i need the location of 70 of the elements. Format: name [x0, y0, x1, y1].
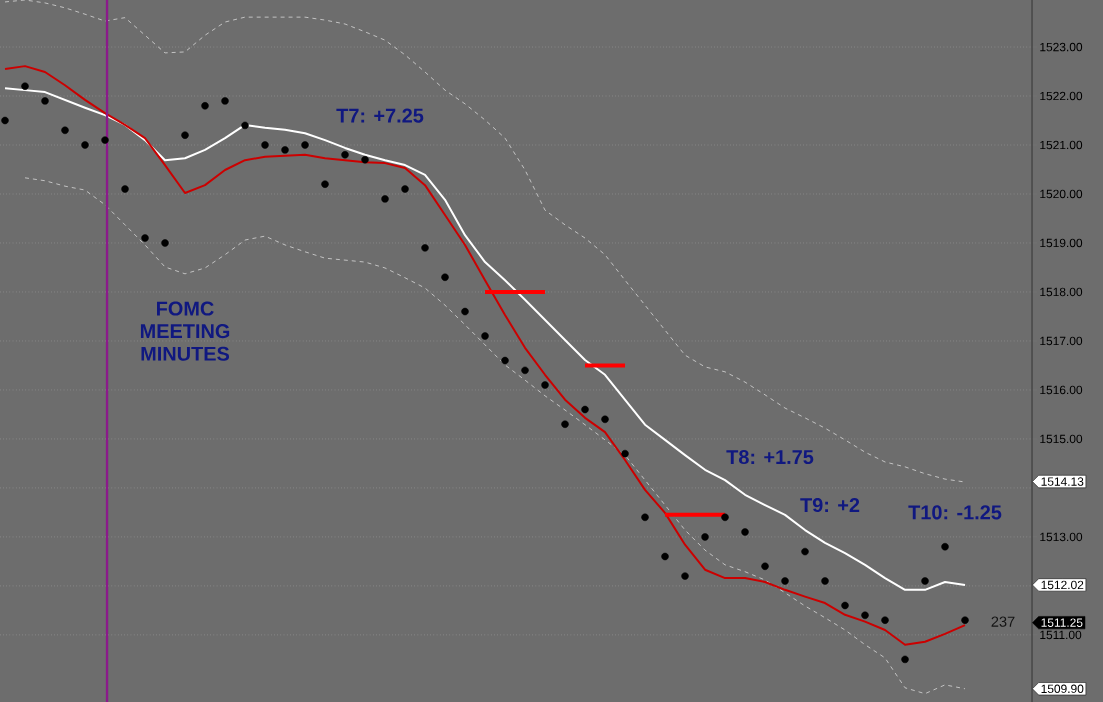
point [841, 601, 849, 610]
text: 1509.90 [1041, 684, 1084, 694]
text: 237 [991, 616, 1015, 627]
point [401, 185, 409, 193]
point [741, 528, 749, 536]
point [201, 102, 209, 110]
y-tick-label: 1518.00 [1040, 287, 1083, 297]
point [381, 195, 389, 203]
annotation: T8: +1.75 [726, 450, 814, 465]
text: 1511.25 [1041, 618, 1083, 627]
point [141, 234, 149, 242]
annotation: T10: -1.25 [908, 505, 1002, 520]
point [441, 273, 449, 281]
point [341, 151, 349, 159]
y-tick-label: 1515.00 [1040, 434, 1083, 444]
point [581, 405, 589, 414]
y-tick-label: 1523.00 [1040, 42, 1083, 52]
y-tick-label: 1517.00 [1040, 336, 1083, 346]
point [281, 146, 289, 154]
point [901, 655, 909, 664]
point [641, 513, 649, 522]
point [541, 381, 549, 389]
point [481, 332, 489, 340]
point [121, 185, 129, 193]
point [321, 180, 329, 188]
point [961, 616, 969, 624]
point [301, 141, 309, 149]
point [601, 415, 609, 424]
point [161, 239, 169, 247]
point [561, 420, 569, 428]
y-tick-label: 1519.00 [1040, 238, 1083, 248]
point [821, 577, 829, 585]
point [221, 97, 229, 105]
point [101, 136, 109, 144]
y-tick-label: 1522.00 [1040, 91, 1083, 101]
point [501, 356, 509, 365]
y-tick-label: 1516.00 [1040, 385, 1083, 395]
point [81, 141, 89, 149]
y-tick-label: 1513.00 [1040, 532, 1083, 542]
y-tick-label: 1511.00 [1040, 630, 1082, 640]
point [941, 542, 949, 551]
y-tick-label: 1521.00 [1040, 140, 1083, 150]
point [881, 616, 889, 624]
point [801, 547, 809, 556]
point [61, 126, 69, 135]
point [761, 562, 769, 571]
point [681, 572, 689, 580]
annotation: T9: +2 [800, 498, 860, 513]
point [721, 513, 729, 522]
point [241, 121, 249, 130]
annotation: FOMC MEETING MINUTES [140, 301, 230, 361]
point [181, 131, 189, 139]
point [781, 577, 789, 585]
point [261, 141, 269, 149]
point [861, 611, 869, 620]
point [621, 449, 629, 458]
point [1, 116, 9, 125]
point [661, 552, 669, 561]
y-tick-label: 1520.00 [1040, 189, 1083, 199]
point [461, 307, 469, 316]
text: 1514.13 [1041, 477, 1084, 486]
point [421, 244, 429, 252]
point [521, 366, 529, 375]
point [41, 97, 49, 105]
point [921, 577, 929, 585]
text: 1512.02 [1041, 580, 1084, 590]
point [701, 533, 709, 541]
point [21, 82, 29, 90]
annotation: T7: +7.25 [336, 108, 424, 123]
point [361, 155, 369, 164]
